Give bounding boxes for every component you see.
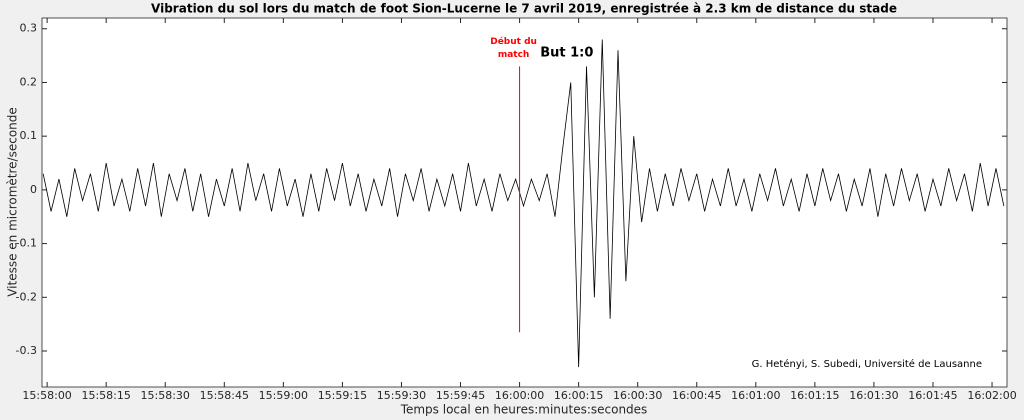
x-tick-label: 15:58:45 <box>200 389 249 402</box>
y-tick-label: -0.3 <box>16 344 37 357</box>
y-tick-label: 0 <box>30 183 37 196</box>
x-tick-label: 15:59:45 <box>436 389 485 402</box>
y-tick-label: -0.2 <box>16 290 37 303</box>
series-line <box>42 39 1005 368</box>
y-axis-label: Vitesse en micromètre/seconde <box>6 107 20 297</box>
x-tick-label: 16:00:30 <box>613 389 662 402</box>
x-tick-label: 15:59:30 <box>377 389 426 402</box>
x-tick-label: 16:00:45 <box>672 389 721 402</box>
annotation-text: But 1:0 <box>540 45 593 60</box>
chart-title: Vibration du sol lors du match de foot S… <box>151 2 897 16</box>
x-tick-label: 16:00:00 <box>495 389 544 402</box>
credit: G. Hetényi, S. Subedi, Université de Lau… <box>752 358 982 370</box>
x-tick-label: 16:01:45 <box>908 389 957 402</box>
x-tick-label: 15:58:30 <box>141 389 190 402</box>
x-tick-label: 15:58:00 <box>22 389 71 402</box>
x-tick-label: 16:00:15 <box>554 389 603 402</box>
y-tick-label: 0.2 <box>20 75 38 88</box>
x-tick-label: 16:01:15 <box>790 389 839 402</box>
y-tick-label: 0.3 <box>20 22 38 35</box>
x-tick-label: 15:59:00 <box>259 389 308 402</box>
annotation-text: Début du <box>490 36 537 47</box>
x-tick-label: 15:59:15 <box>318 389 367 402</box>
y-tick-label: 0.1 <box>20 129 38 142</box>
x-tick-label: 16:02:00 <box>967 389 1016 402</box>
annotation-text: match <box>498 50 530 60</box>
x-tick-label: 16:01:00 <box>731 389 780 402</box>
y-tick-label: -0.1 <box>16 237 37 250</box>
x-tick-label: 15:58:15 <box>81 389 130 402</box>
x-tick-label: 16:01:30 <box>849 389 898 402</box>
x-axis-label: Temps local en heures:minutes:secondes <box>400 403 648 417</box>
